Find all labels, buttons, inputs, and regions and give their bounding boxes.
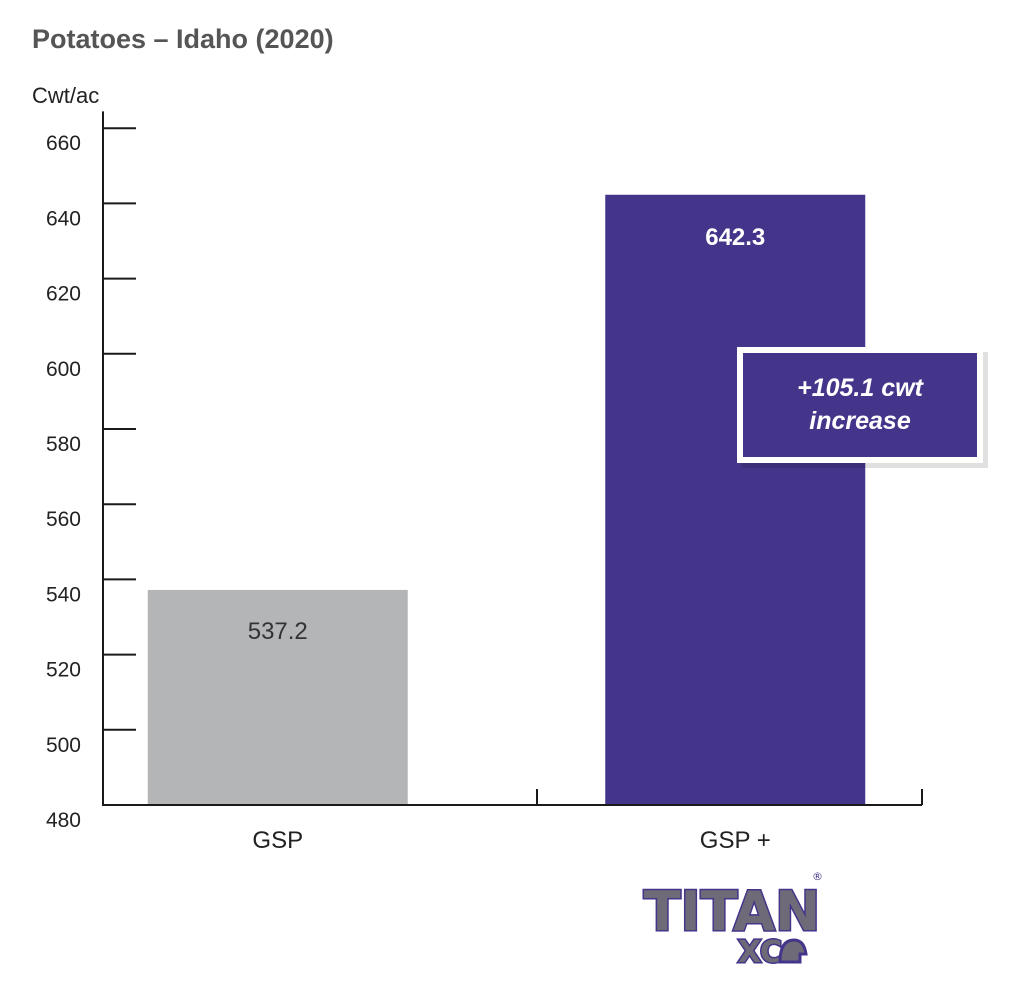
y-axis-ticks: 480 500 520 540 560 580 600 620 640 660 [46, 127, 136, 832]
y-axis-label: Cwt/ac [32, 83, 99, 108]
bar-value-label: 642.3 [705, 224, 765, 251]
bars: 537.2 GSP 642.3 GSP + [147, 194, 866, 854]
y-tick-label: 560 [46, 508, 81, 531]
chart-title: Potatoes – Idaho (2020) [32, 24, 334, 54]
x-axis-ticks [536, 789, 923, 805]
callout-box [743, 353, 977, 457]
y-tick-label: 580 [46, 433, 81, 456]
y-tick-label: 520 [46, 659, 81, 682]
bar-gsp [147, 589, 408, 805]
callout-line-2: increase [809, 407, 911, 435]
y-tick-label: 600 [46, 358, 81, 381]
y-tick-label: 500 [46, 734, 81, 757]
y-tick-label: 480 [46, 809, 81, 832]
y-tick-label: 620 [46, 283, 81, 306]
y-tick-label: 540 [46, 583, 81, 606]
y-tick-label: 660 [46, 132, 81, 155]
increase-callout: +105.1 cwt increase [737, 347, 988, 468]
x-category-label: GSP + [700, 827, 771, 854]
bar-gsp [605, 194, 866, 805]
logo-subtext: XC [738, 935, 782, 970]
helmet-icon [778, 938, 808, 964]
titan-xc-logo: TITAN XC ® [642, 870, 823, 972]
bar-value-label: 537.2 [248, 618, 308, 645]
x-category-label: GSP [252, 827, 303, 854]
logo-wordmark: TITAN [644, 880, 821, 943]
y-tick-label: 640 [46, 207, 81, 230]
callout-line-1: +105.1 cwt [797, 374, 924, 402]
registered-mark: ® [812, 870, 823, 883]
